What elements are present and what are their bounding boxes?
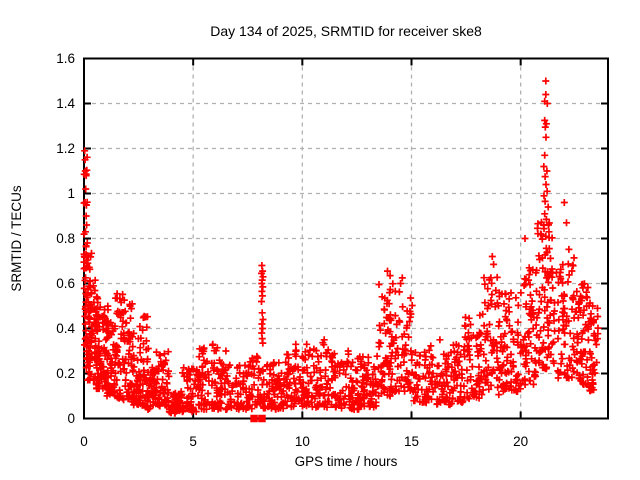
plot-border [83, 57, 609, 420]
chart-title: Day 134 of 2025, SRMTID for receiver ske… [210, 23, 482, 39]
x-tick-label: 10 [295, 434, 310, 449]
y-tick-labels: 0 0.2 0.4 0.6 0.8 1 1.2 1.4 1.6 [56, 51, 75, 426]
y-tick-label: 0.6 [56, 276, 75, 291]
y-tick-label: 1.4 [56, 96, 75, 111]
y-axis-label: SRMTID / TECUs [9, 185, 24, 292]
gap-marker-square [258, 414, 266, 423]
y-tick-label: 0 [67, 411, 75, 426]
x-tick-labels: 0 5 10 15 20 [80, 434, 528, 449]
x-tick-label: 5 [189, 434, 197, 449]
y-tick-label: 1.6 [56, 51, 75, 66]
y-tick-label: 0.4 [56, 321, 75, 336]
y-tick-label: 1 [67, 186, 75, 201]
x-tick-label: 20 [513, 434, 528, 449]
scatter-points [80, 77, 602, 417]
y-tick-label: 0.8 [56, 231, 75, 246]
x-axis-label: GPS time / hours [295, 454, 398, 469]
y-tick-label: 0.2 [56, 366, 75, 381]
data-point-markers [80, 77, 602, 417]
y-tick-label: 1.2 [56, 141, 75, 156]
gap-markers [250, 414, 266, 423]
x-tick-label: 0 [80, 434, 88, 449]
gap-marker-square [250, 414, 258, 423]
x-tick-label: 15 [404, 434, 419, 449]
